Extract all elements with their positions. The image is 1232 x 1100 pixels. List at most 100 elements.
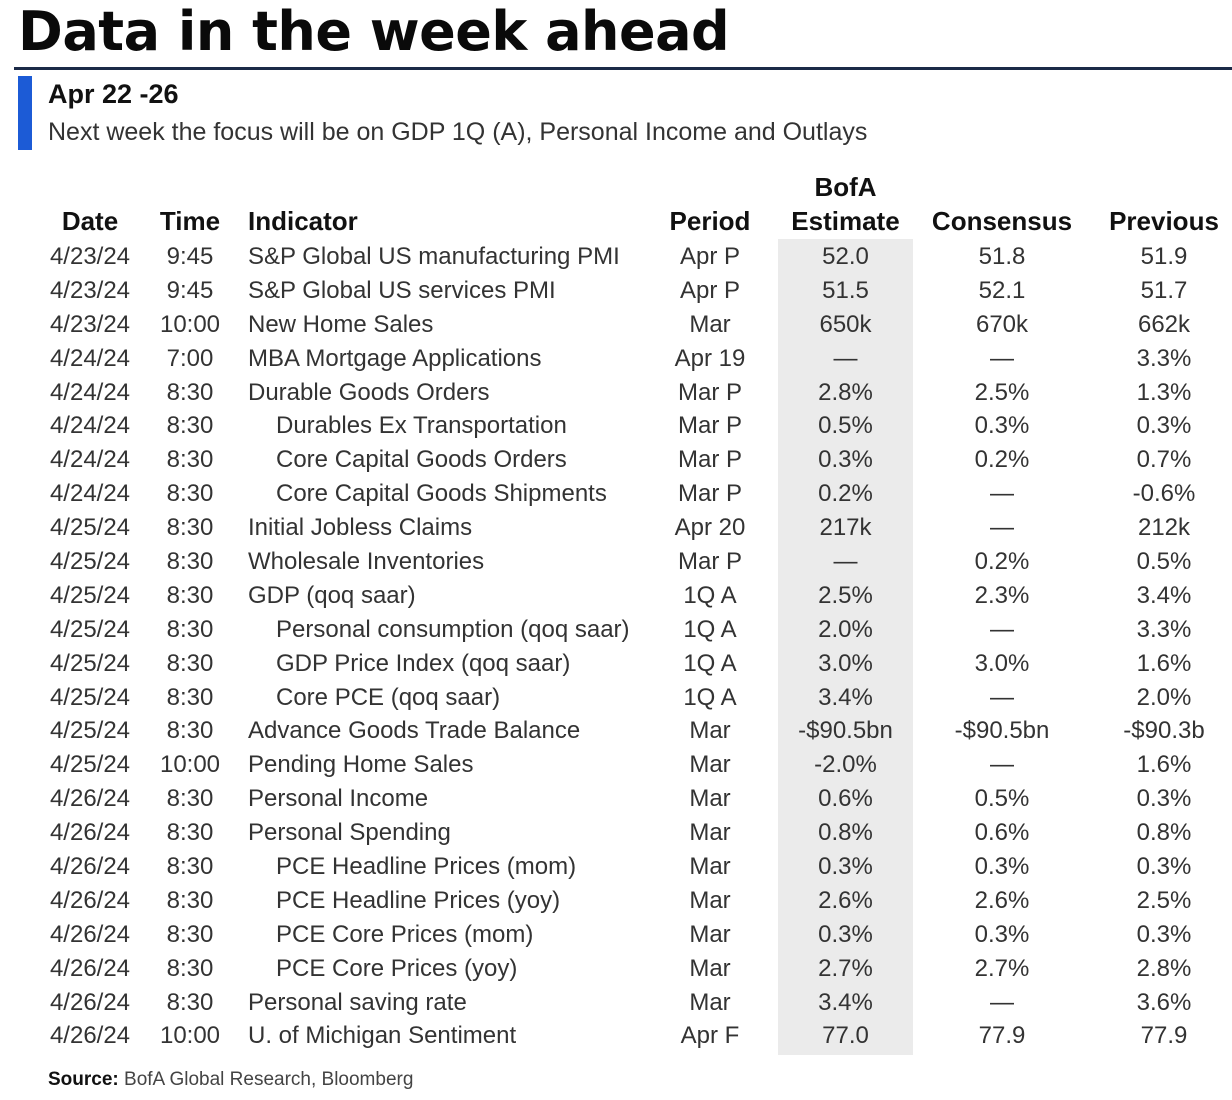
- cell-previous: 1.6%: [1136, 649, 1192, 677]
- cell-period: Mar: [689, 886, 731, 914]
- table-row: 4/26/24 8:30 PCE Core Prices (yoy) Mar 2.7% 2…: [0, 952, 1232, 986]
- cell-bofa-estimate: 0.5%: [818, 412, 873, 440]
- cell-bofa-estimate: 2.0%: [818, 615, 873, 643]
- cell-bofa-estimate: 0.3%: [818, 920, 873, 948]
- cell-consensus: —: [990, 988, 1014, 1016]
- cell-bofa-estimate: 51.5: [822, 276, 869, 304]
- cell-date: 4/24/24: [49, 412, 131, 440]
- table-row: 4/23/24 9:45 S&P Global US manufacturing P…: [0, 240, 1232, 274]
- cell-time: 8:30: [166, 412, 214, 440]
- cell-previous: 3.3%: [1136, 344, 1192, 372]
- header-consensus: Consensus: [931, 206, 1073, 236]
- cell-indicator: Personal Income: [248, 785, 429, 813]
- cell-previous: 0.3%: [1136, 853, 1192, 881]
- cell-date: 4/23/24: [49, 276, 131, 304]
- cell-consensus: -$90.5bn: [954, 717, 1050, 745]
- cell-indicator: S&P Global US manufacturing PMI: [248, 243, 620, 270]
- cell-previous: 51.9: [1140, 243, 1188, 270]
- cell-previous: -$90.3b: [1123, 717, 1205, 745]
- cell-previous: 3.3%: [1136, 615, 1192, 643]
- cell-time: 8:30: [166, 886, 214, 914]
- section-description: Next week the focus will be on GDP 1Q (A…: [48, 118, 868, 146]
- cell-previous: 2.0%: [1136, 683, 1192, 711]
- cell-time: 8:30: [166, 649, 214, 677]
- cell-time: 8:30: [166, 717, 214, 745]
- cell-period: Mar P: [677, 412, 742, 440]
- cell-date: 4/26/24: [49, 853, 131, 881]
- cell-consensus: 0.6%: [974, 819, 1030, 847]
- cell-consensus: —: [990, 615, 1014, 643]
- header-bofa-line1: BofA: [814, 172, 877, 202]
- cell-time: 8:30: [166, 378, 214, 406]
- table-row: 4/26/24 10:00 U. of Michigan Sentiment Apr …: [0, 1019, 1232, 1053]
- cell-previous: 0.5%: [1136, 548, 1192, 576]
- cell-indicator: Wholesale Inventories: [248, 548, 485, 576]
- cell-period: Mar: [689, 717, 731, 745]
- table-row: 4/26/24 8:30 PCE Core Prices (mom) Mar 0.3% 0…: [0, 918, 1232, 952]
- cell-consensus: 2.6%: [974, 886, 1030, 914]
- table-row: 4/26/24 8:30 PCE Headline Prices (mom) Mar 0…: [0, 850, 1232, 884]
- cell-date: 4/26/24: [49, 1022, 131, 1050]
- cell-bofa-estimate: 217k: [819, 514, 872, 542]
- header-time: Time: [159, 206, 221, 236]
- cell-previous: 2.8%: [1136, 954, 1192, 982]
- table-row: 4/25/24 10:00 Pending Home Sales Mar -2.0% — 1…: [0, 748, 1232, 782]
- table-row: 4/25/24 8:30 Core PCE (qoq saar) 1Q A 3.4% — 2…: [0, 681, 1232, 715]
- cell-time: 8:30: [166, 615, 214, 643]
- cell-consensus: —: [990, 751, 1014, 779]
- cell-date: 4/25/24: [49, 615, 131, 643]
- table-row: 4/25/24 8:30 Initial Jobless Claims Apr 20 2…: [0, 511, 1232, 545]
- cell-indicator: PCE Core Prices (yoy): [276, 954, 518, 982]
- cell-time: 10:00: [159, 310, 221, 338]
- cell-indicator: Personal saving rate: [248, 988, 467, 1016]
- cell-indicator: Personal Spending: [248, 819, 451, 847]
- cell-date: 4/26/24: [49, 988, 131, 1016]
- bofa-estimate-column-shading: [778, 239, 913, 1055]
- cell-date: 4/24/24: [49, 480, 131, 508]
- table-row: 4/25/24 8:30 Personal consumption (qoq saa…: [0, 613, 1232, 647]
- cell-time: 8:30: [166, 853, 214, 881]
- cell-bofa-estimate: 0.3%: [818, 853, 873, 881]
- cell-bofa-estimate: 0.8%: [818, 819, 873, 847]
- cell-time: 8:30: [166, 819, 214, 847]
- cell-time: 9:45: [166, 243, 214, 270]
- cell-previous: 51.7: [1140, 276, 1188, 304]
- cell-bofa-estimate: 0.6%: [818, 785, 873, 813]
- cell-time: 8:30: [166, 683, 214, 711]
- cell-indicator: Core PCE (qoq saar): [276, 683, 501, 711]
- cell-previous: -0.6%: [1132, 480, 1196, 508]
- cell-consensus: —: [990, 344, 1014, 372]
- title-divider: [14, 67, 1232, 70]
- cell-period: Apr 20: [674, 514, 746, 542]
- cell-period: 1Q A: [683, 581, 737, 609]
- cell-previous: 0.8%: [1136, 819, 1192, 847]
- cell-period: 1Q A: [683, 683, 737, 711]
- cell-consensus: —: [990, 683, 1014, 711]
- header-bofa-line2: Estimate: [791, 206, 900, 236]
- cell-indicator: PCE Core Prices (mom): [276, 920, 534, 948]
- cell-consensus: 77.9: [978, 1022, 1026, 1050]
- header-indicator: Indicator: [248, 206, 358, 236]
- cell-time: 8:30: [166, 480, 214, 508]
- table-row: 4/25/24 8:30 Advance Goods Trade Balance Ma…: [0, 714, 1232, 748]
- cell-bofa-estimate: 650k: [819, 310, 872, 338]
- cell-time: 8:30: [166, 548, 214, 576]
- cell-indicator: Advance Goods Trade Balance: [248, 717, 581, 745]
- cell-date: 4/25/24: [49, 751, 131, 779]
- cell-consensus: —: [990, 514, 1014, 542]
- source-text: BofA Global Research, Bloomberg: [118, 1069, 414, 1090]
- cell-bofa-estimate: 3.4%: [818, 683, 873, 711]
- cell-previous: 1.6%: [1136, 751, 1192, 779]
- cell-time: 10:00: [159, 751, 221, 779]
- source-label: Source:: [48, 1069, 119, 1090]
- cell-indicator: Durables Ex Transportation: [276, 412, 567, 440]
- cell-consensus: 0.3%: [974, 920, 1030, 948]
- cell-indicator: Core Capital Goods Orders: [276, 446, 567, 474]
- cell-time: 10:00: [159, 1022, 221, 1050]
- cell-bofa-estimate: 2.7%: [818, 954, 873, 982]
- cell-period: Mar P: [677, 480, 742, 508]
- cell-indicator: PCE Headline Prices (mom): [276, 853, 577, 881]
- cell-previous: 0.3%: [1136, 920, 1192, 948]
- cell-date: 4/26/24: [49, 954, 131, 982]
- cell-bofa-estimate: 0.2%: [818, 480, 873, 508]
